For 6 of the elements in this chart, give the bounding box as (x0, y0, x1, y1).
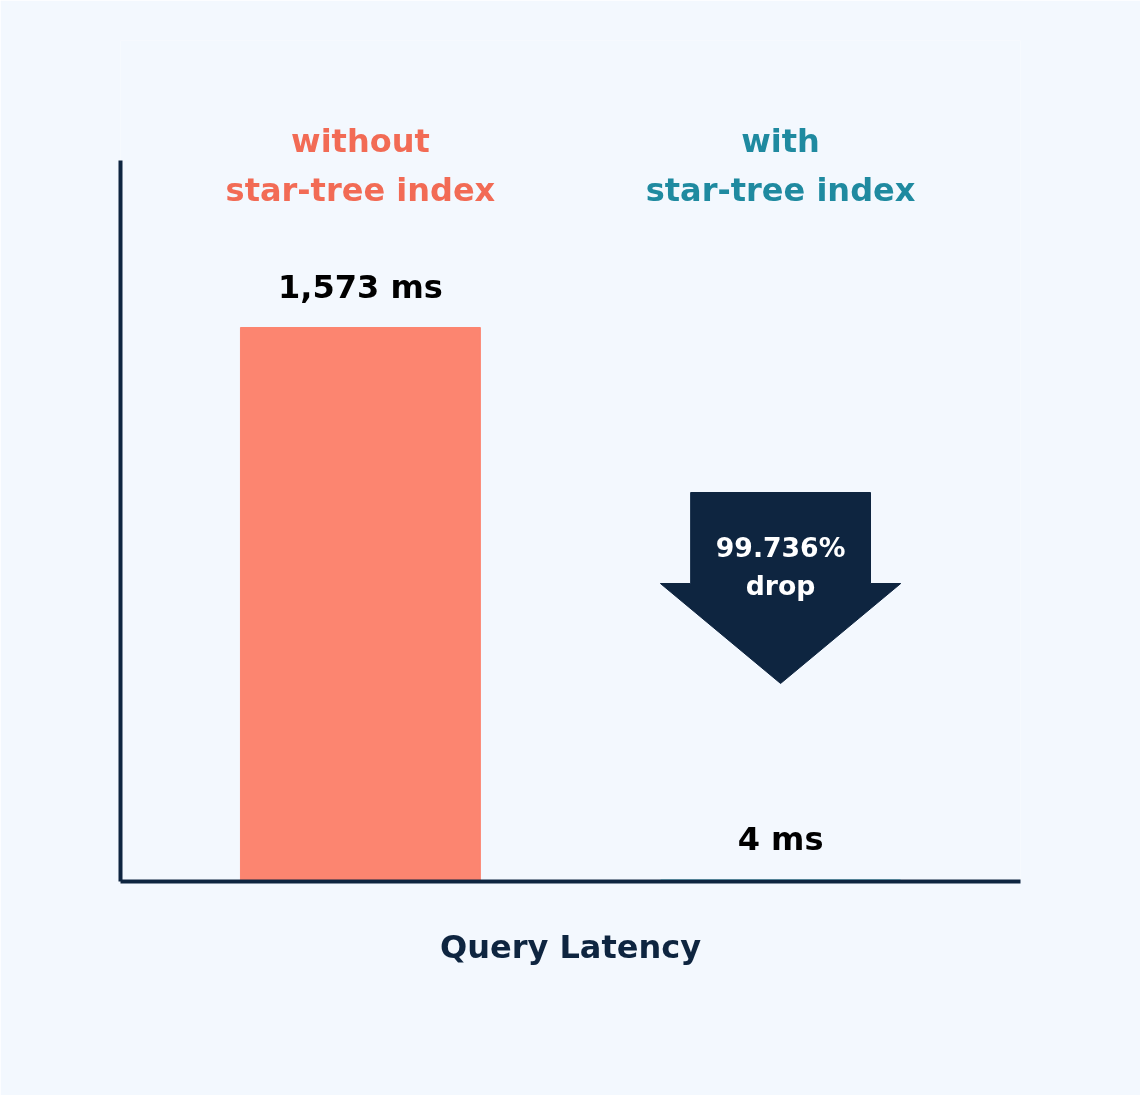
data-label: 4 ms (737, 820, 824, 859)
data-label: 1,573 ms (278, 267, 443, 306)
x-tick-label: with star-tree index (645, 121, 916, 210)
annotation: 99.736% drop (715, 532, 846, 601)
x-axis-title: Query Latency (439, 927, 702, 966)
x-tick-label: without star-tree index (225, 121, 496, 210)
